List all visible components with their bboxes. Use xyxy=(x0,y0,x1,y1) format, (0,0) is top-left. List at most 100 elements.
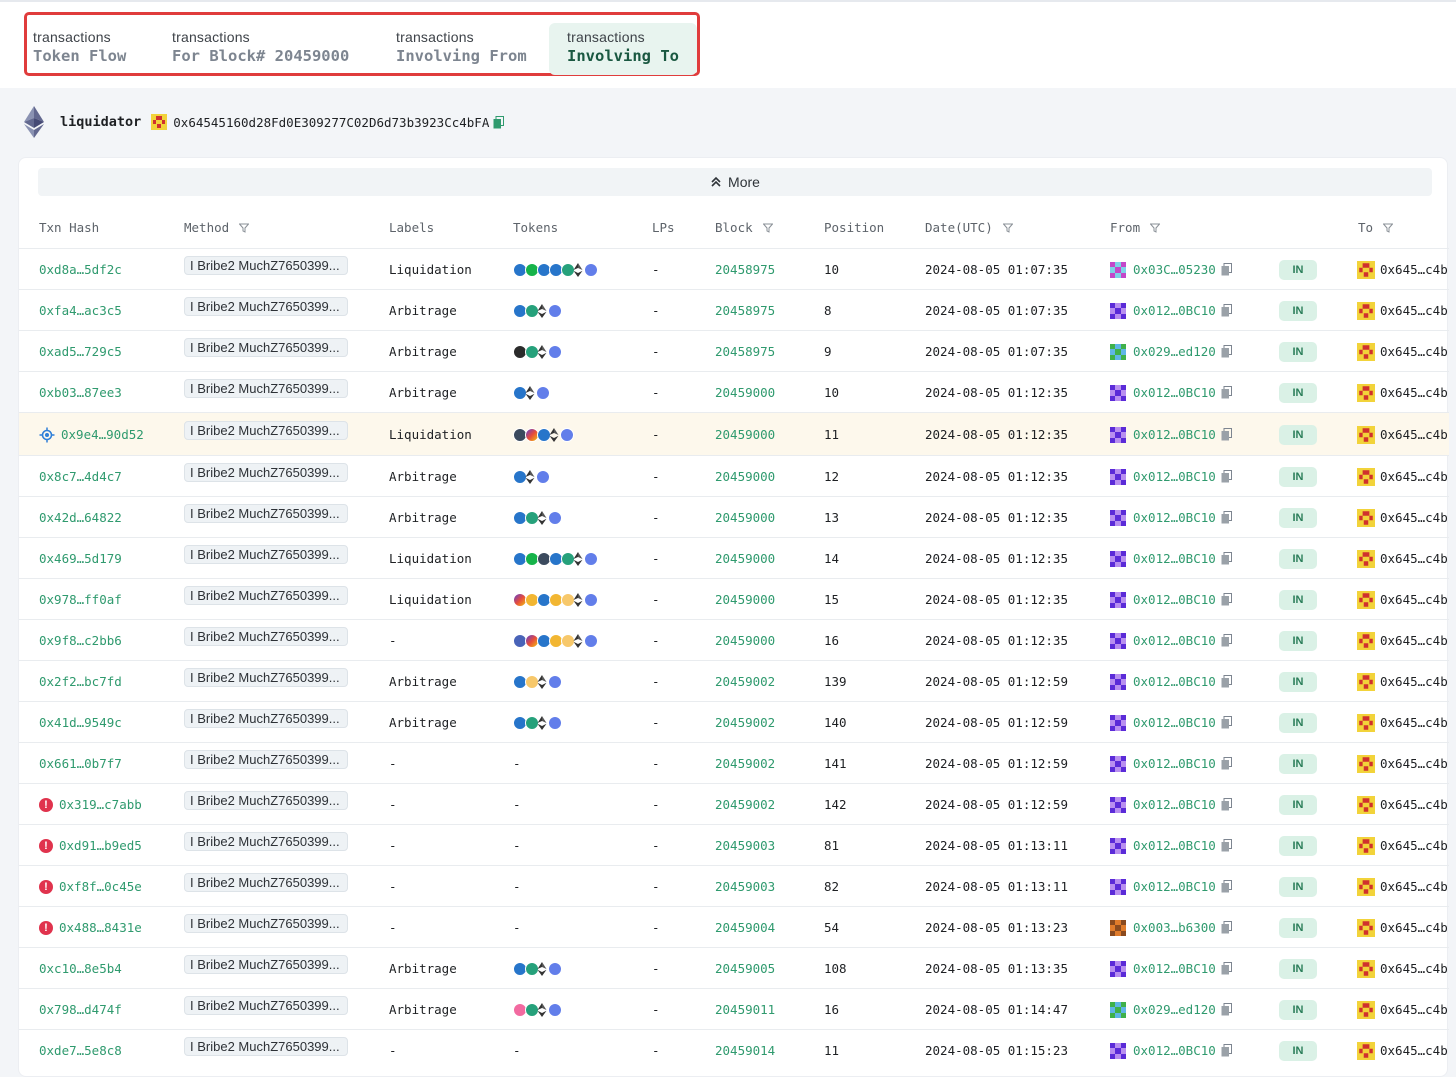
table-row[interactable]: 0x42d…64822 I Bribe2 MuchZ7650399... Arbit… xyxy=(19,496,1449,538)
table-row[interactable]: ! 0xd91…b9ed5 I Bribe2 MuchZ7650399... - - - 2… xyxy=(19,824,1449,866)
block-link[interactable]: 20459003 xyxy=(715,879,776,894)
from-address-link[interactable]: 0x012…0BC10 xyxy=(1133,879,1216,894)
table-row[interactable]: 0x2f2…bc7fd I Bribe2 MuchZ7650399... Arbit… xyxy=(19,660,1449,702)
txn-hash-link[interactable]: 0x978…ff0af xyxy=(39,592,122,607)
block-link[interactable]: 20459002 xyxy=(715,797,776,812)
txn-hash-link[interactable]: 0xfa4…ac3c5 xyxy=(39,303,122,318)
block-link[interactable]: 20459004 xyxy=(715,920,776,935)
tab-token-flow[interactable]: transactions Token Flow xyxy=(33,23,126,75)
table-row[interactable]: ! 0x488…8431e I Bribe2 MuchZ7650399... - - - 2… xyxy=(19,906,1449,948)
from-address-link[interactable]: 0x012…0BC10 xyxy=(1133,427,1216,442)
block-link[interactable]: 20458975 xyxy=(715,262,776,277)
copy-icon[interactable] xyxy=(1221,1044,1232,1057)
txn-hash-link[interactable]: 0x661…0b7f7 xyxy=(39,756,122,771)
to-address[interactable]: 0x645…c4b xyxy=(1380,674,1448,689)
from-address-link[interactable]: 0x012…0BC10 xyxy=(1133,674,1216,689)
txn-hash-link[interactable]: 0x9f8…c2bb6 xyxy=(39,633,122,648)
block-link[interactable]: 20459000 xyxy=(715,551,776,566)
from-address-link[interactable]: 0x012…0BC10 xyxy=(1133,592,1216,607)
to-address[interactable]: 0x645…c4b xyxy=(1380,715,1448,730)
copy-icon[interactable] xyxy=(1221,593,1232,606)
copy-icon[interactable] xyxy=(1221,839,1232,852)
table-row[interactable]: 0x798…d474f I Bribe2 MuchZ7650399... Arbit… xyxy=(19,988,1449,1030)
table-row[interactable]: 0xfa4…ac3c5 I Bribe2 MuchZ7650399... Arbit… xyxy=(19,289,1449,331)
to-address[interactable]: 0x645…c4b xyxy=(1380,879,1448,894)
from-address-link[interactable]: 0x012…0BC10 xyxy=(1133,1043,1216,1058)
table-row[interactable]: 0xd8a…5df2c I Bribe2 MuchZ7650399... Liqui… xyxy=(19,248,1449,290)
txn-hash-link[interactable]: 0x319…c7abb xyxy=(59,797,142,812)
table-row[interactable]: 0xad5…729c5 I Bribe2 MuchZ7650399... Arbit… xyxy=(19,330,1449,372)
tab-for-block[interactable]: transactions For Block# 20459000 xyxy=(172,23,349,75)
copy-icon[interactable] xyxy=(1221,962,1232,975)
from-address-link[interactable]: 0x012…0BC10 xyxy=(1133,510,1216,525)
copy-icon[interactable] xyxy=(1221,634,1232,647)
copy-icon[interactable] xyxy=(1221,263,1232,276)
to-address[interactable]: 0x645…c4b xyxy=(1380,961,1448,976)
from-address-link[interactable]: 0x012…0BC10 xyxy=(1133,303,1216,318)
block-link[interactable]: 20459000 xyxy=(715,427,776,442)
block-link[interactable]: 20459002 xyxy=(715,674,776,689)
txn-hash-link[interactable]: 0x469…5d179 xyxy=(39,551,122,566)
table-row[interactable]: 0x8c7…4d4c7 I Bribe2 MuchZ7650399... Arbit… xyxy=(19,455,1449,497)
from-address-link[interactable]: 0x012…0BC10 xyxy=(1133,838,1216,853)
to-address[interactable]: 0x645…c4b xyxy=(1380,838,1448,853)
copy-icon[interactable] xyxy=(1221,304,1232,317)
to-address[interactable]: 0x645…c4b xyxy=(1380,1043,1448,1058)
to-address[interactable]: 0x645…c4b xyxy=(1380,262,1448,277)
filter-icon[interactable] xyxy=(762,223,773,233)
copy-icon[interactable] xyxy=(1221,880,1232,893)
txn-hash-link[interactable]: 0xd91…b9ed5 xyxy=(59,838,142,853)
copy-icon[interactable] xyxy=(1221,798,1232,811)
to-address[interactable]: 0x645…c4b xyxy=(1380,510,1448,525)
to-address[interactable]: 0x645…c4b xyxy=(1380,427,1448,442)
copy-icon[interactable] xyxy=(1221,757,1232,770)
filter-icon[interactable] xyxy=(1002,223,1013,233)
copy-icon[interactable] xyxy=(1221,716,1232,729)
table-row[interactable]: 0x9f8…c2bb6 I Bribe2 MuchZ7650399... - - 204… xyxy=(19,619,1449,661)
more-toggle-button[interactable]: More xyxy=(38,168,1432,196)
table-row[interactable]: 0x9e4…90d52 I Bribe2 MuchZ7650399... Liqui… xyxy=(19,412,1449,456)
to-address[interactable]: 0x645…c4b xyxy=(1380,1002,1448,1017)
from-address-link[interactable]: 0x03C…05230 xyxy=(1133,262,1216,277)
block-link[interactable]: 20459002 xyxy=(715,715,776,730)
filter-icon[interactable] xyxy=(239,223,250,233)
copy-icon[interactable] xyxy=(1221,552,1232,565)
table-row[interactable]: 0xc10…8e5b4 I Bribe2 MuchZ7650399... Arbit… xyxy=(19,947,1449,989)
from-address-link[interactable]: 0x012…0BC10 xyxy=(1133,385,1216,400)
to-address[interactable]: 0x645…c4b xyxy=(1380,756,1448,771)
txn-hash-link[interactable]: 0x9e4…90d52 xyxy=(61,427,144,442)
to-address[interactable]: 0x645…c4b xyxy=(1380,920,1448,935)
from-address-link[interactable]: 0x012…0BC10 xyxy=(1133,797,1216,812)
txn-hash-link[interactable]: 0x41d…9549c xyxy=(39,715,122,730)
copy-icon[interactable] xyxy=(1221,675,1232,688)
from-address-link[interactable]: 0x012…0BC10 xyxy=(1133,715,1216,730)
txn-hash-link[interactable]: 0x8c7…4d4c7 xyxy=(39,469,122,484)
table-row[interactable]: ! 0xf8f…0c45e I Bribe2 MuchZ7650399... - - - 2… xyxy=(19,865,1449,907)
to-address[interactable]: 0x645…c4b xyxy=(1380,385,1448,400)
block-link[interactable]: 20459000 xyxy=(715,385,776,400)
from-address-link[interactable]: 0x003…b6300 xyxy=(1133,920,1216,935)
from-address-link[interactable]: 0x012…0BC10 xyxy=(1133,756,1216,771)
block-link[interactable]: 20459000 xyxy=(715,469,776,484)
from-address-link[interactable]: 0x029…ed120 xyxy=(1133,344,1216,359)
tab-involving-to[interactable]: transactions Involving To xyxy=(549,23,697,75)
from-address-link[interactable]: 0x029…ed120 xyxy=(1133,1002,1216,1017)
from-address-link[interactable]: 0x012…0BC10 xyxy=(1133,469,1216,484)
copy-icon[interactable] xyxy=(493,115,505,129)
table-row[interactable]: 0x661…0b7f7 I Bribe2 MuchZ7650399... - - - 20… xyxy=(19,742,1449,784)
account-address[interactable]: 0x64545160d28Fd0E309277C02D6d73b3923Cc4b… xyxy=(173,114,490,130)
filter-icon[interactable] xyxy=(1150,223,1161,233)
txn-hash-link[interactable]: 0x798…d474f xyxy=(39,1002,122,1017)
block-link[interactable]: 20459000 xyxy=(715,510,776,525)
table-row[interactable]: ! 0x319…c7abb I Bribe2 MuchZ7650399... - - - 2… xyxy=(19,783,1449,825)
copy-icon[interactable] xyxy=(1221,511,1232,524)
block-link[interactable]: 20459000 xyxy=(715,592,776,607)
from-address-link[interactable]: 0x012…0BC10 xyxy=(1133,551,1216,566)
txn-hash-link[interactable]: 0x2f2…bc7fd xyxy=(39,674,122,689)
tab-involving-from[interactable]: transactions Involving From xyxy=(396,23,527,75)
copy-icon[interactable] xyxy=(1221,470,1232,483)
copy-icon[interactable] xyxy=(1221,345,1232,358)
to-address[interactable]: 0x645…c4b xyxy=(1380,344,1448,359)
to-address[interactable]: 0x645…c4b xyxy=(1380,469,1448,484)
table-row[interactable]: 0x41d…9549c I Bribe2 MuchZ7650399... Arbit… xyxy=(19,701,1449,743)
